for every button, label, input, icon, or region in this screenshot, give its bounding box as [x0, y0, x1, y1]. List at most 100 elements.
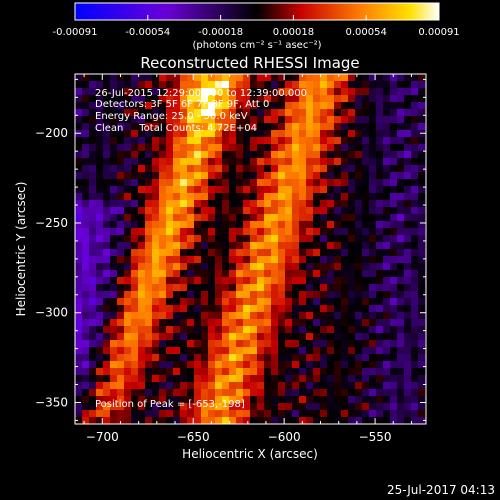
heatmap-cell	[292, 340, 300, 348]
colorbar	[74, 2, 440, 21]
heatmap-cell	[96, 305, 104, 313]
heatmap-cell	[334, 312, 342, 320]
heatmap-cell	[159, 277, 167, 285]
heatmap-cell	[383, 158, 391, 166]
heatmap-cell	[103, 165, 111, 173]
heatmap-cell	[96, 137, 104, 145]
heatmap-cell	[194, 81, 202, 89]
heatmap-cell	[369, 326, 377, 334]
heatmap-cell	[271, 207, 279, 215]
heatmap-cell	[145, 291, 153, 299]
heatmap-cell	[271, 81, 279, 89]
heatmap-cell	[355, 361, 363, 369]
heatmap-cell	[264, 221, 272, 229]
heatmap-cell	[222, 256, 230, 264]
heatmap-cell	[341, 235, 349, 243]
heatmap-cell	[404, 242, 412, 250]
heatmap-cell	[285, 270, 293, 278]
heatmap-cell	[278, 368, 286, 376]
heatmap-cell	[187, 417, 195, 424]
heatmap-cell	[383, 403, 391, 411]
heatmap-cell	[243, 158, 251, 166]
heatmap-cell	[271, 277, 279, 285]
heatmap-cell	[250, 382, 258, 390]
heatmap-cell	[271, 151, 279, 159]
heatmap-cell	[222, 88, 230, 96]
heatmap-cell	[103, 417, 111, 424]
heatmap-cell	[264, 130, 272, 138]
heatmap-cell	[75, 263, 83, 271]
heatmap-cell	[341, 347, 349, 355]
heatmap-cell	[222, 417, 230, 424]
heatmap-cell	[138, 368, 146, 376]
heatmap-cell	[229, 396, 237, 404]
heatmap-cell	[257, 81, 265, 89]
heatmap-cell	[404, 109, 412, 117]
heatmap-cell	[285, 312, 293, 320]
heatmap-cell	[327, 200, 335, 208]
heatmap-cell	[110, 74, 118, 82]
heatmap-cell	[145, 193, 153, 201]
heatmap-cell	[348, 130, 356, 138]
heatmap-cell	[390, 102, 398, 110]
heatmap-cell	[131, 354, 139, 362]
heatmap-cell	[222, 207, 230, 215]
heatmap-cell	[257, 235, 265, 243]
heatmap-cell	[201, 179, 209, 187]
heatmap-cell	[292, 410, 300, 418]
heatmap-cell	[236, 116, 244, 124]
heatmap-cell	[222, 340, 230, 348]
heatmap-cell	[271, 403, 279, 411]
heatmap-cell	[306, 172, 314, 180]
heatmap-cell	[187, 403, 195, 411]
heatmap-cell	[369, 319, 377, 327]
heatmap-cell	[418, 88, 426, 96]
heatmap-cell	[89, 270, 97, 278]
heatmap-cell	[243, 403, 251, 411]
heatmap-cell	[194, 74, 202, 82]
heatmap-cell	[327, 403, 335, 411]
heatmap-cell	[390, 298, 398, 306]
heatmap-cell	[362, 389, 370, 397]
heatmap-cell	[194, 116, 202, 124]
heatmap-cell	[327, 235, 335, 243]
heatmap-cell	[173, 249, 181, 257]
heatmap-cell	[313, 242, 321, 250]
heatmap-cell	[75, 207, 83, 215]
heatmap-cell	[362, 172, 370, 180]
heatmap-cell	[341, 172, 349, 180]
heatmap-cell	[404, 74, 412, 82]
heatmap-cell	[271, 242, 279, 250]
heatmap-cell	[229, 305, 237, 313]
heatmap-cell	[103, 214, 111, 222]
heatmap-cell	[166, 102, 174, 110]
heatmap-cell	[292, 277, 300, 285]
heatmap-cell	[124, 214, 132, 222]
heatmap-cell	[411, 354, 419, 362]
heatmap-cell	[243, 256, 251, 264]
heatmap-cell	[390, 172, 398, 180]
heatmap-cell	[306, 333, 314, 341]
heatmap-cell	[159, 403, 167, 411]
heatmap-cell	[180, 263, 188, 271]
heatmap-cell	[243, 389, 251, 397]
heatmap-cell	[131, 242, 139, 250]
heatmap-cell	[264, 186, 272, 194]
heatmap-cell	[299, 263, 307, 271]
heatmap-cell	[215, 389, 223, 397]
heatmap-cell	[236, 109, 244, 117]
heatmap-cell	[159, 249, 167, 257]
heatmap-cell	[418, 74, 426, 82]
heatmap-cell	[173, 102, 181, 110]
heatmap-cell	[257, 298, 265, 306]
heatmap-cell	[82, 389, 90, 397]
heatmap-cell	[152, 256, 160, 264]
heatmap-cell	[390, 354, 398, 362]
heatmap-cell	[418, 81, 426, 89]
heatmap-cell	[187, 221, 195, 229]
heatmap-cell	[201, 172, 209, 180]
heatmap-cell	[299, 137, 307, 145]
heatmap-cell	[285, 130, 293, 138]
heatmap-cell	[208, 340, 216, 348]
heatmap-cell	[208, 123, 216, 131]
